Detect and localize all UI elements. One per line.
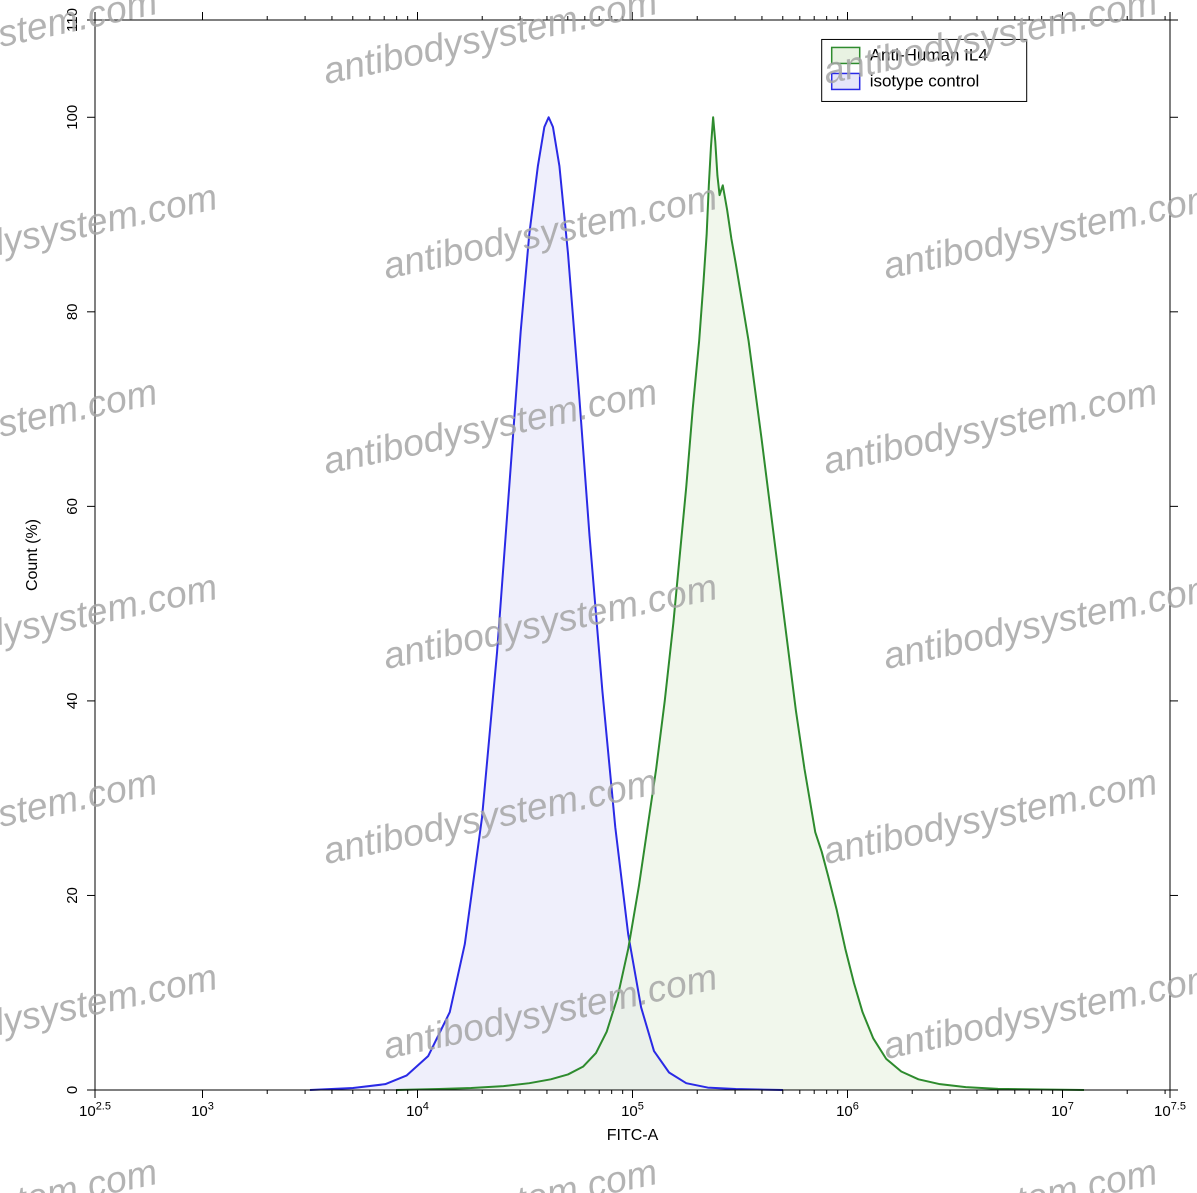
x-tick-label: 105 — [621, 1100, 644, 1120]
x-tick-label: 106 — [836, 1100, 859, 1120]
y-tick-label: 0 — [64, 1086, 81, 1094]
x-tick-label: 107.5 — [1154, 1100, 1186, 1120]
x-tick-label: 103 — [191, 1100, 214, 1120]
legend-swatch — [832, 47, 860, 63]
plot-svg: 0 20 40 60 80 100 110 Count (%) 102.5 103 104 105 10… — [0, 0, 1197, 1193]
y-axis-label: Count (%) — [24, 519, 41, 591]
x-tick-label: 102.5 — [79, 1100, 111, 1120]
x-tick-label: 107 — [1051, 1100, 1074, 1120]
x-tick-label: 104 — [406, 1100, 429, 1120]
legend-label: Anti-Human IL4 — [870, 45, 988, 64]
flow-cytometry-histogram: 0 20 40 60 80 100 110 Count (%) 102.5 103 104 105 10… — [0, 0, 1197, 1193]
y-tick-label: 80 — [64, 303, 81, 320]
y-tick-label: 60 — [64, 498, 81, 515]
y-tick-label: 40 — [64, 693, 81, 710]
x-axis-label: FITC-A — [607, 1127, 659, 1144]
legend-swatch — [832, 73, 860, 89]
y-tick-label: 20 — [64, 887, 81, 904]
y-tick-label: 100 — [64, 105, 81, 130]
y-tick-label: 110 — [64, 8, 81, 32]
legend-label: isotype control — [870, 71, 980, 90]
